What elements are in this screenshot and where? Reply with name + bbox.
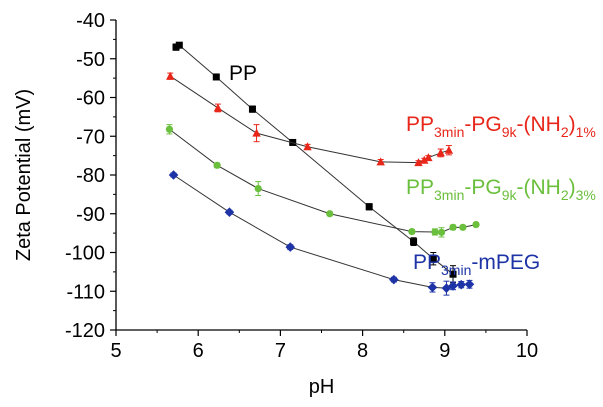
point-pp-nh2-1 <box>424 153 433 162</box>
point-pp-nh2-3 <box>213 161 221 169</box>
y-tick-label: -50 <box>76 49 105 71</box>
x-axis: 5 6 7 8 9 10 <box>110 330 538 362</box>
point-pp-mpeg <box>464 279 475 290</box>
series-layer <box>165 41 480 296</box>
point-pp-mpeg <box>427 282 438 293</box>
point-pp <box>429 255 437 263</box>
series-label-pp-nh2-3: PP3min-PG9k-(NH2)3% <box>406 176 596 203</box>
y-tick-label: -110 <box>66 281 105 303</box>
series-label-pp-mpeg: PP3min-mPEG <box>413 251 540 278</box>
point-pp-mpeg <box>448 281 458 291</box>
point-pp-nh2-3 <box>408 227 416 236</box>
point-pp <box>248 105 256 113</box>
y-axis-title: Zeta Potential (mV) <box>13 89 35 261</box>
point-pp-nh2-3 <box>472 221 480 229</box>
x-tick-label: 7 <box>275 340 286 362</box>
point-pp-nh2-3 <box>326 210 334 218</box>
series-pp-nh2-1 <box>166 71 454 167</box>
x-tick-label: 5 <box>110 340 121 362</box>
point-pp-nh2-1 <box>166 71 175 80</box>
point-pp-nh2-3 <box>449 223 457 231</box>
y-tick-label: -80 <box>76 165 105 187</box>
y-tick-label: -120 <box>65 320 105 342</box>
series-line-pp-nh2-3 <box>169 128 477 233</box>
x-tick-label: 9 <box>439 340 450 362</box>
x-axis-title: pH <box>309 376 335 398</box>
point-pp-nh2-1 <box>376 157 385 166</box>
point-pp-mpeg <box>168 170 179 180</box>
y-tick-label: -100 <box>65 243 105 265</box>
y-axis: -40 -50 -60 -70 -80 -90 -100 -110 -120 <box>65 10 116 342</box>
x-tick-label: 6 <box>193 340 204 362</box>
point-pp <box>212 73 220 81</box>
series-line-pp-nh2-1 <box>169 75 450 164</box>
point-pp-nh2-1 <box>303 142 312 151</box>
x-tick-label: 8 <box>357 340 368 362</box>
point-pp-nh2-3 <box>459 223 467 231</box>
point-pp <box>175 41 183 49</box>
point-pp <box>365 203 373 211</box>
point-pp-nh2-1 <box>436 148 445 157</box>
point-pp <box>410 238 418 246</box>
point-pp-nh2-1 <box>252 128 261 137</box>
point-pp <box>449 270 457 278</box>
series-pp-nh2-3 <box>165 124 480 238</box>
point-pp-nh2-3 <box>254 184 262 193</box>
y-tick-label: -60 <box>76 88 105 110</box>
point-pp-nh2-1 <box>420 155 429 164</box>
series-label-pp-nh2-1: PP3min-PG9k-(NH2)1% <box>406 113 596 140</box>
point-pp-mpeg <box>456 279 467 290</box>
point-pp-mpeg <box>285 242 296 252</box>
y-tick-label: -90 <box>76 204 105 226</box>
point-pp-nh2-1 <box>444 145 454 154</box>
point-pp-nh2-3 <box>437 228 446 236</box>
point-pp-nh2-3 <box>431 228 439 236</box>
series-pp-mpeg <box>168 170 475 296</box>
series-labels: PP PP3min-PG9k-(NH2)1% PP3min-PG9k-(NH2)3%… <box>229 62 596 278</box>
x-tick-label: 10 <box>516 340 538 362</box>
y-tick-label: -70 <box>76 126 105 148</box>
point-pp-nh2-3 <box>165 125 174 133</box>
series-label-pp: PP <box>229 62 257 85</box>
point-pp-nh2-1 <box>213 103 223 112</box>
point-pp-mpeg <box>389 274 399 285</box>
point-pp-nh2-1 <box>414 158 423 167</box>
y-tick-label: -40 <box>76 10 105 32</box>
point-pp-mpeg <box>224 207 235 217</box>
